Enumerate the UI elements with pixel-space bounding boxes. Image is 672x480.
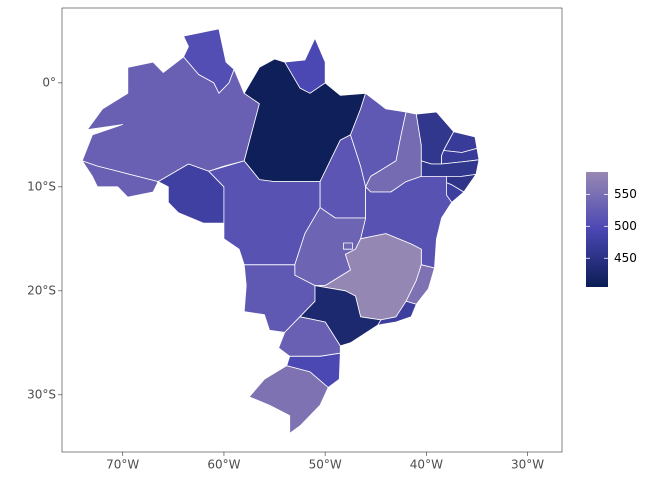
x-tick-label: 30°W [511,458,544,472]
x-tick-label: 60°W [207,458,240,472]
x-tick-label: 70°W [106,458,139,472]
state-region [377,300,417,326]
x-tick-label: 40°W [410,458,443,472]
state-region [343,242,353,250]
state-region [299,285,382,347]
colorbar-label: 500 [614,219,637,233]
state-region [248,365,329,434]
y-tick-label: 10°S [27,179,56,193]
colorbar [586,172,608,287]
y-tick-label: 0° [42,75,56,89]
colorbar-label: 550 [614,187,637,201]
y-tick-label: 30°S [27,387,56,401]
state-region [81,160,159,198]
x-tick-label: 50°W [309,458,342,472]
state-region [157,163,225,224]
y-tick-label: 20°S [27,283,56,297]
colorbar-label: 450 [614,251,637,265]
